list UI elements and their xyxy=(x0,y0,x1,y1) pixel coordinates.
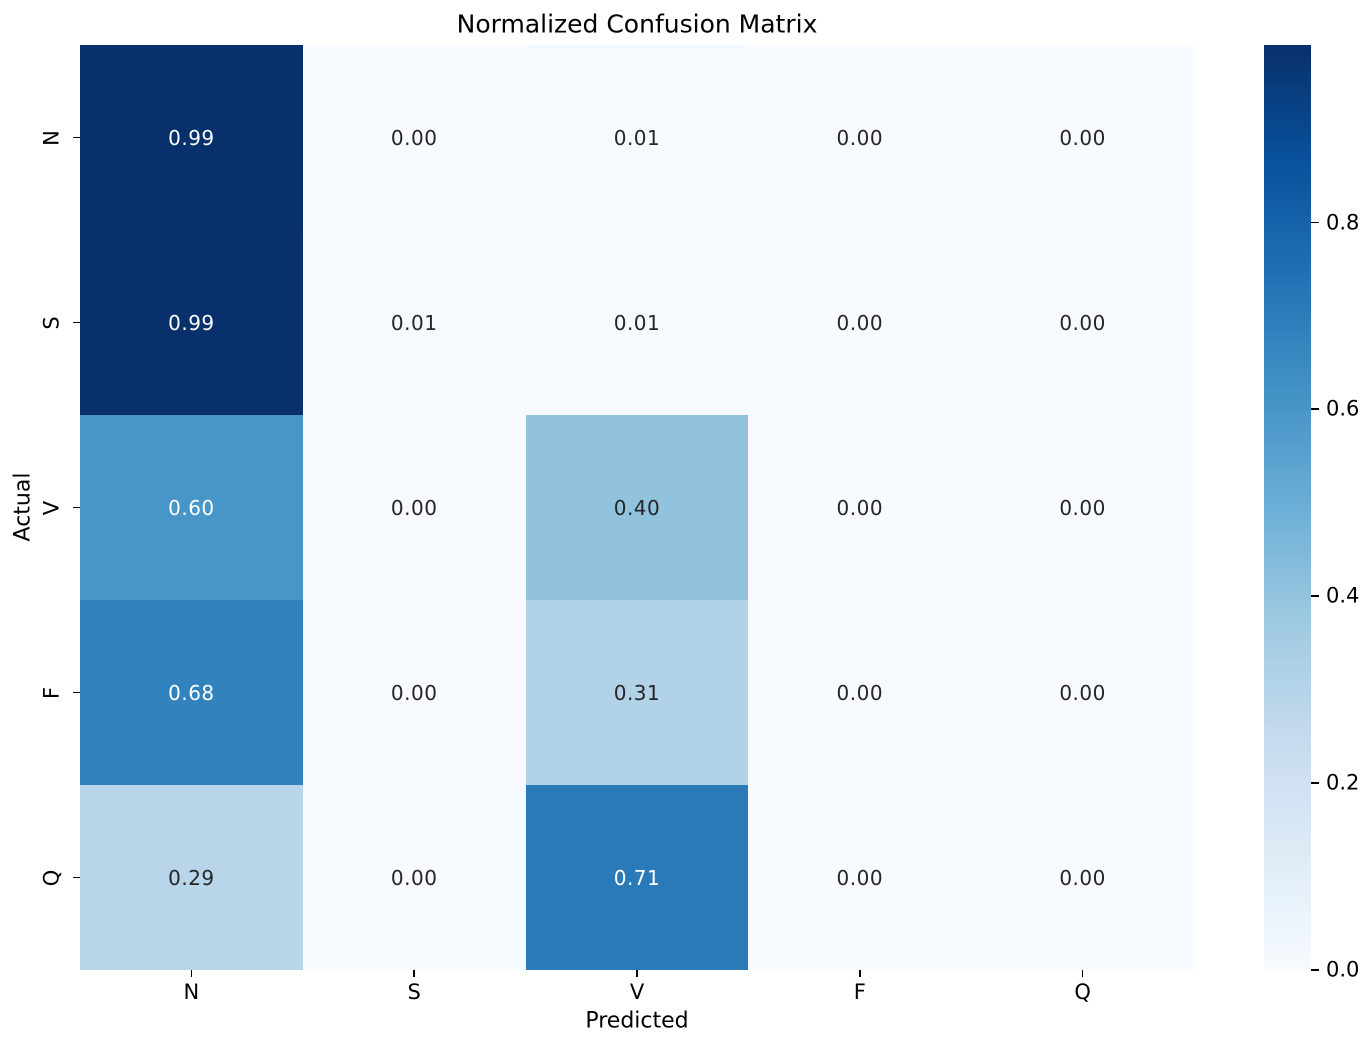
heatmap-cell-QS: 0.00 xyxy=(302,785,526,970)
colorbar-tick-mark-0.6 xyxy=(1311,408,1319,411)
cell-value: 0.00 xyxy=(836,865,884,890)
cell-value: 0.00 xyxy=(836,495,884,520)
cell-value: 0.99 xyxy=(168,310,215,335)
y-tick-label-F: F xyxy=(39,686,64,699)
heatmap-cell-FN: 0.68 xyxy=(80,600,303,785)
cell-value: 0.00 xyxy=(836,125,884,150)
cell-value: 0.68 xyxy=(168,680,215,705)
cell-value: 0.60 xyxy=(168,495,215,520)
x-tick-mark-N xyxy=(190,970,193,977)
y-tick-mark-V xyxy=(73,506,80,509)
cell-value: 0.29 xyxy=(168,865,215,890)
heatmap-cell-NF: 0.00 xyxy=(748,45,972,230)
cell-value: 0.00 xyxy=(1059,310,1106,335)
colorbar-tick-mark-0.8 xyxy=(1311,221,1319,224)
colorbar-tick-mark-0.4 xyxy=(1311,595,1319,598)
colorbar-tick-label-0.4: 0.4 xyxy=(1326,583,1360,608)
cell-value: 0.00 xyxy=(836,310,884,335)
chart-title: Normalized Confusion Matrix xyxy=(456,9,818,39)
x-tick-label-N: N xyxy=(183,980,200,1004)
x-tick-mark-V xyxy=(636,970,638,977)
colorbar-tick-label-0.2: 0.2 xyxy=(1326,770,1360,795)
y-tick-mark-Q xyxy=(73,876,80,879)
cell-value: 0.00 xyxy=(390,680,438,705)
x-axis-label: Predicted xyxy=(585,1008,689,1034)
cell-value: 0.00 xyxy=(1059,495,1106,520)
y-tick-mark-S xyxy=(73,321,80,324)
colorbar-tick-label-0.8: 0.8 xyxy=(1326,210,1360,235)
x-tick-mark-F xyxy=(859,970,861,977)
cell-value: 0.01 xyxy=(613,125,661,150)
heatmap-cell-VQ: 0.00 xyxy=(971,415,1194,600)
x-tick-label-Q: Q xyxy=(1074,980,1091,1004)
heatmap-cell-NS: 0.00 xyxy=(302,45,526,230)
heatmap-cell-SS: 0.01 xyxy=(302,230,526,415)
y-tick-mark-N xyxy=(73,136,80,139)
heatmap-cell-QN: 0.29 xyxy=(80,785,303,970)
heatmap-cell-SQ: 0.00 xyxy=(971,230,1194,415)
heatmap-cell-QQ: 0.00 xyxy=(971,785,1194,970)
heatmap-cell-QF: 0.00 xyxy=(748,785,972,970)
y-tick-label-V: V xyxy=(39,500,64,515)
y-axis-label: Actual xyxy=(10,472,36,542)
cell-value: 0.00 xyxy=(390,865,438,890)
cell-value: 0.31 xyxy=(613,680,661,705)
colorbar-tick-mark-0.2 xyxy=(1311,782,1319,785)
heatmap-cell-SV: 0.01 xyxy=(525,230,749,415)
heatmap-cell-FF: 0.00 xyxy=(748,600,972,785)
x-tick-label-S: S xyxy=(407,980,421,1004)
cell-value: 0.00 xyxy=(390,495,438,520)
heatmap-cell-NV: 0.01 xyxy=(525,45,749,230)
cell-value: 0.00 xyxy=(1059,865,1106,890)
y-tick-label-S: S xyxy=(39,315,64,330)
heatmap-cell-VF: 0.00 xyxy=(748,415,972,600)
cell-value: 0.00 xyxy=(1059,680,1106,705)
cell-value: 0.00 xyxy=(390,125,438,150)
heatmap-cell-FV: 0.31 xyxy=(525,600,749,785)
heatmap-cell-SN: 0.99 xyxy=(80,230,303,415)
cell-value: 0.71 xyxy=(613,865,661,890)
colorbar xyxy=(1264,45,1311,970)
x-tick-label-V: V xyxy=(629,980,645,1004)
y-tick-mark-F xyxy=(73,691,80,694)
colorbar-tick-label-0.0: 0.0 xyxy=(1326,957,1360,982)
cell-value: 0.00 xyxy=(1059,125,1106,150)
heatmap-cell-FS: 0.00 xyxy=(302,600,526,785)
heatmap-cell-NN: 0.99 xyxy=(80,45,303,230)
heatmap-cell-VS: 0.00 xyxy=(302,415,526,600)
heatmap-cell-QV: 0.71 xyxy=(525,785,749,970)
colorbar-tick-mark-0.0 xyxy=(1311,969,1319,971)
heatmap-cell-SF: 0.00 xyxy=(748,230,972,415)
heatmap: 0.99 0.00 0.01 0.00 0.00 0.99 0.01 0.01 0.00 0.00… xyxy=(80,45,1194,970)
x-tick-label-F: F xyxy=(853,980,866,1004)
x-tick-mark-Q xyxy=(1081,970,1084,977)
cell-value: 0.01 xyxy=(613,310,661,335)
heatmap-cell-NQ: 0.00 xyxy=(971,45,1194,230)
cell-value: 0.99 xyxy=(168,125,215,150)
heatmap-cell-VN: 0.60 xyxy=(80,415,303,600)
y-tick-label-N: N xyxy=(39,129,64,146)
cell-value: 0.00 xyxy=(836,680,884,705)
y-tick-label-Q: Q xyxy=(39,869,64,886)
heatmap-cell-FQ: 0.00 xyxy=(971,600,1194,785)
colorbar-tick-label-0.6: 0.6 xyxy=(1326,396,1360,421)
cell-value: 0.01 xyxy=(390,310,438,335)
cell-value: 0.40 xyxy=(613,495,661,520)
x-tick-mark-S xyxy=(413,970,415,977)
heatmap-cell-VV: 0.40 xyxy=(525,415,749,600)
